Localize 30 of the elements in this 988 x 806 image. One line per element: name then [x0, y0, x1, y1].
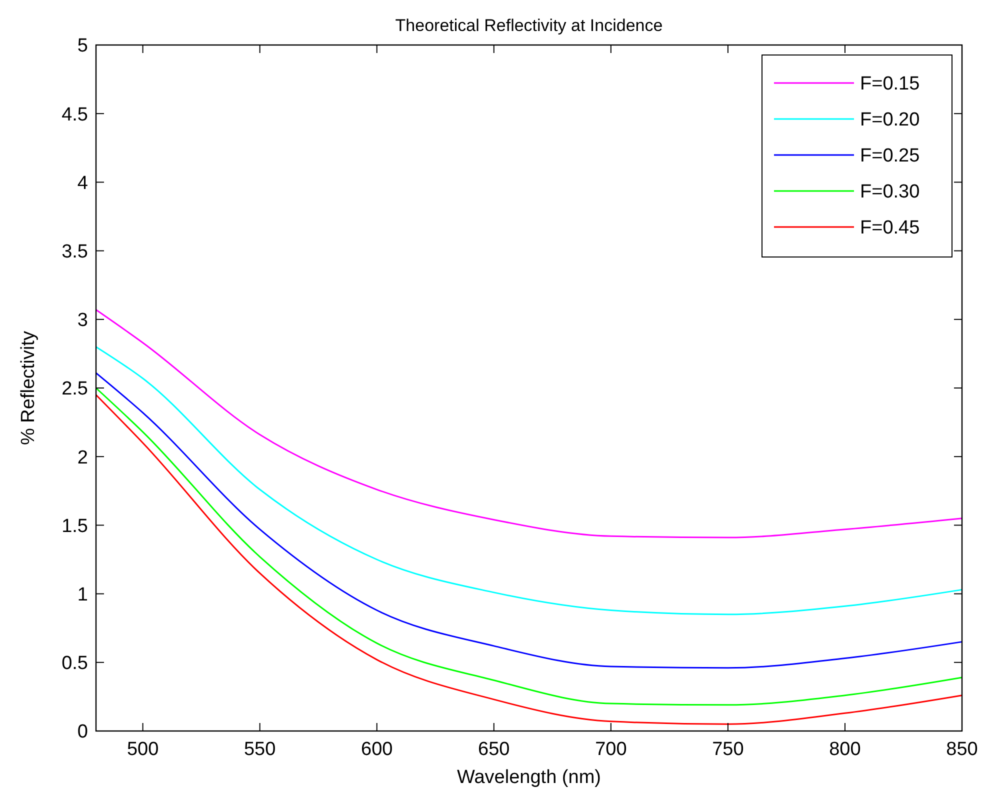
y-tick-label: 3: [77, 310, 88, 332]
y-tick-label: 3.5: [62, 241, 88, 262]
line-series: [95, 309, 963, 538]
y-tick-label: 1: [77, 584, 88, 606]
x-tick-label: 750: [712, 739, 744, 760]
x-tick-label: 600: [361, 739, 393, 760]
y-tick-label: 0: [77, 722, 88, 743]
x-tick-label: 850: [946, 739, 978, 760]
x-tick-label: 800: [829, 739, 861, 760]
legend-label: F=0.20: [860, 110, 920, 131]
y-tick-label: 4: [77, 172, 88, 194]
y-tick-label: 2: [77, 447, 88, 468]
y-tick-label: 0.5: [62, 653, 88, 674]
y-tick-label: 4.5: [62, 104, 88, 126]
line-series: [95, 346, 963, 616]
y-axis-title: % Reflectivity: [18, 330, 39, 446]
x-axis-title: Wavelength (nm): [457, 767, 601, 788]
y-tick-label: 2.5: [62, 378, 88, 400]
legend-label: F=0.15: [860, 74, 920, 95]
legend-label: F=0.25: [860, 146, 920, 167]
x-tick-label: 700: [595, 739, 627, 760]
x-tick-label: 550: [244, 739, 276, 760]
y-tick-label: 5: [77, 36, 88, 57]
line-series: [95, 372, 963, 669]
legend-label: F=0.45: [860, 218, 920, 239]
chart-title: Theoretical Reflectivity at Incidence: [395, 16, 663, 35]
x-tick-label: 500: [126, 739, 159, 760]
legend-label: F=0.30: [860, 182, 920, 203]
x-tick-label: 650: [478, 739, 510, 760]
y-tick-label: 1.5: [62, 516, 88, 537]
